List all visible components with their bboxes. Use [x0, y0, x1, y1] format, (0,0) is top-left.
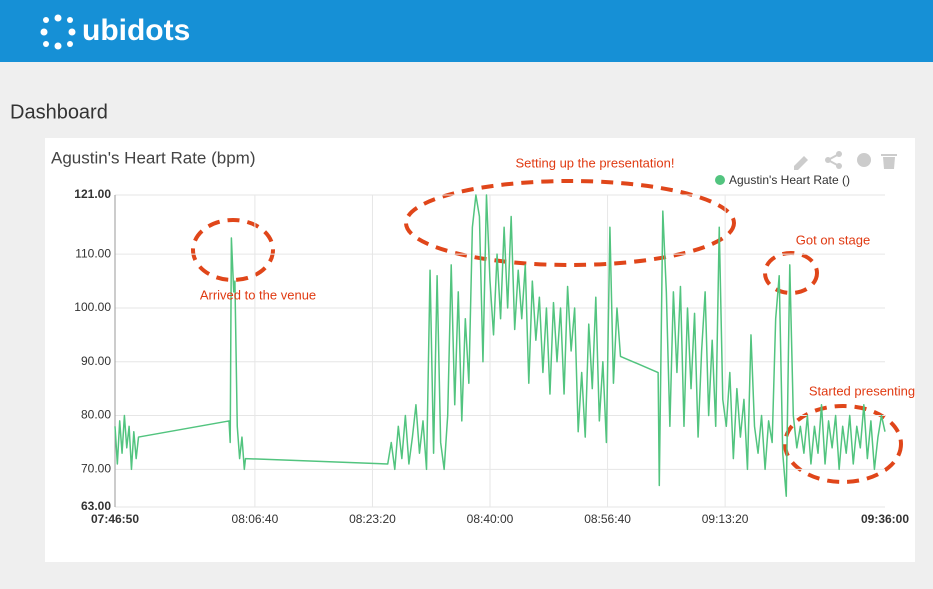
- x-tick-label: 08:40:00: [467, 512, 514, 526]
- logo-text[interactable]: ubidots: [82, 14, 190, 47]
- edit-icon[interactable]: [794, 156, 808, 170]
- x-tick-label: 08:56:40: [584, 512, 631, 526]
- x-tick-label: 08:23:20: [349, 512, 396, 526]
- annotation-ovals: [191, 179, 903, 484]
- settings-icon[interactable]: [857, 153, 871, 167]
- x-tick-label: 09:36:00: [861, 512, 909, 526]
- logo-icon: [40, 14, 76, 50]
- page-title: Dashboard: [10, 101, 108, 123]
- widget-title: Agustin's Heart Rate (bpm): [51, 148, 256, 167]
- legend-label[interactable]: Agustin's Heart Rate (): [729, 173, 850, 187]
- header-bar: [0, 0, 933, 62]
- y-tick-label: 70.00: [81, 462, 111, 476]
- widget-tools[interactable]: [794, 151, 897, 170]
- x-tick-label: 07:46:50: [91, 512, 139, 526]
- y-tick-label: 63.00: [81, 499, 111, 513]
- x-tick-label: 08:06:40: [232, 512, 279, 526]
- y-tick-label: 90.00: [81, 354, 111, 368]
- widget-card: [45, 138, 915, 562]
- annotation: Got on stage: [796, 232, 870, 247]
- y-tick-label: 110.00: [75, 246, 111, 260]
- annotation: Setting up the presentation!: [515, 155, 674, 170]
- x-tick-label: 09:13:20: [702, 512, 749, 526]
- share-icon[interactable]: [825, 151, 842, 169]
- y-tick-label: 100.00: [74, 300, 111, 314]
- annotation: Started presenting: [809, 383, 915, 398]
- delete-icon[interactable]: [881, 154, 897, 169]
- annotation: Arrived to the venue: [200, 287, 316, 302]
- y-tick-label: 121.00: [74, 187, 111, 201]
- data-line: [114, 194, 886, 497]
- legend-swatch: [715, 175, 725, 185]
- y-tick-label: 80.00: [81, 408, 111, 422]
